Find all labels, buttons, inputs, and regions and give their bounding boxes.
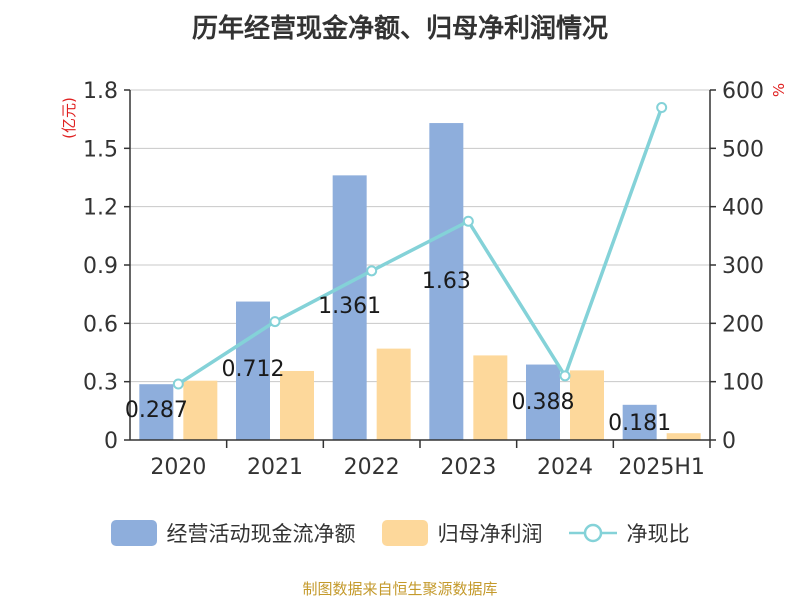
legend-swatch-net-profit bbox=[381, 520, 428, 546]
legend-label-ratio: 净现比 bbox=[626, 522, 690, 546]
legend-swatch-ratio bbox=[568, 523, 617, 543]
data-label-cash-flow: 0.181 bbox=[608, 411, 671, 436]
bar-net-profit bbox=[376, 348, 411, 440]
ratio-point bbox=[462, 215, 474, 227]
data-label-cash-flow: 0.712 bbox=[222, 357, 285, 382]
x-tick-label: 2021 bbox=[247, 455, 303, 480]
x-tick-label: 2022 bbox=[344, 455, 400, 480]
ratio-point bbox=[269, 316, 281, 328]
bar-cash-flow bbox=[236, 301, 270, 440]
gridlines bbox=[130, 89, 710, 383]
data-label-cash-flow: 0.287 bbox=[125, 398, 188, 423]
legend-label-cash-flow: 经营活动现金流净额 bbox=[166, 522, 356, 546]
right-tick-label: 600 bbox=[722, 79, 764, 104]
x-tick-label: 2024 bbox=[537, 455, 593, 480]
legend-swatch-cash-flow bbox=[110, 520, 157, 546]
ratio-point bbox=[559, 370, 571, 382]
bar-net-profit bbox=[473, 355, 508, 440]
bar-cash-flow bbox=[526, 364, 560, 440]
data-label-cash-flow: 1.361 bbox=[318, 294, 381, 319]
legend-label-net-profit: 归母净利润 bbox=[437, 522, 543, 546]
bar-cash-flow bbox=[429, 123, 464, 441]
right-axis-unit: % bbox=[770, 83, 788, 97]
data-label-cash-flow: 1.63 bbox=[422, 269, 471, 294]
chart-title: 历年经营现金净额、归母净利润情况 bbox=[191, 14, 608, 44]
right-tick-label: 0 bbox=[722, 429, 736, 454]
ratio-point bbox=[366, 265, 378, 277]
right-tick-label: 100 bbox=[722, 371, 764, 396]
left-tick-label: 0.3 bbox=[83, 371, 118, 396]
x-tick-label: 2020 bbox=[150, 455, 206, 480]
bar-net-profit bbox=[666, 433, 701, 440]
bar-net-profit bbox=[183, 380, 218, 440]
bar-cash-flow bbox=[139, 384, 174, 440]
left-tick-label: 1.5 bbox=[83, 137, 118, 162]
ratio-line bbox=[177, 106, 664, 386]
right-tick-label: 200 bbox=[722, 312, 764, 337]
data-label-layer: 0.287 0.712 1.361 1.63 0.388 0.181 bbox=[125, 269, 671, 436]
legend-item-cash-flow[interactable]: 经营活动现金流净额 bbox=[110, 518, 356, 548]
legend-item-net-profit[interactable]: 归母净利润 bbox=[381, 518, 543, 548]
right-tick-label: 400 bbox=[722, 196, 764, 221]
bar-cash-flow bbox=[622, 404, 657, 440]
x-tick-label: 2023 bbox=[440, 455, 496, 480]
axes: 0 0.3 0.6 0.9 1.2 1.5 1.8 0 100 200 300 400 500 600 20… bbox=[83, 79, 764, 480]
left-tick-label: 0.9 bbox=[83, 254, 118, 279]
bar-net-profit bbox=[280, 370, 314, 440]
right-tick-label: 500 bbox=[722, 137, 764, 162]
legend-item-ratio[interactable]: 净现比 bbox=[568, 518, 690, 548]
left-tick-label: 1.8 bbox=[83, 79, 118, 104]
bar-net-profit bbox=[570, 370, 604, 440]
left-tick-label: 0.6 bbox=[83, 312, 118, 337]
bar-cash-flow bbox=[332, 175, 367, 440]
left-tick-label: 0 bbox=[104, 429, 118, 454]
data-label-cash-flow: 0.388 bbox=[512, 390, 575, 415]
right-tick-label: 300 bbox=[722, 254, 764, 279]
ratio-line-layer bbox=[172, 102, 668, 390]
bar-layer bbox=[139, 123, 701, 441]
source-note: 制图数据来自恒生聚源数据库 bbox=[302, 580, 498, 598]
left-tick-label: 1.2 bbox=[83, 196, 118, 221]
ratio-point bbox=[172, 378, 184, 390]
x-tick-label: 2025H1 bbox=[618, 455, 705, 480]
ratio-point bbox=[656, 102, 668, 113]
legend: 经营活动现金流净额 归母净利润 净现比 bbox=[0, 518, 800, 548]
left-axis-unit: (亿元) bbox=[60, 97, 78, 139]
